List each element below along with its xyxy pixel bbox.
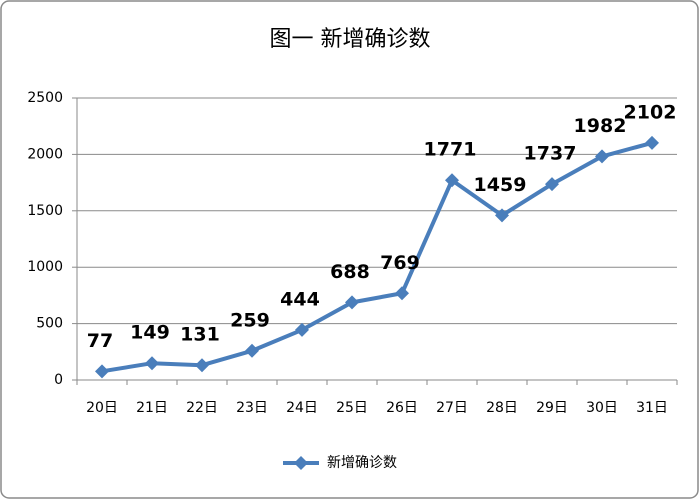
value-label: 2102 bbox=[624, 101, 677, 123]
value-label: 131 bbox=[180, 324, 220, 346]
x-tick-label: 28日 bbox=[486, 400, 518, 416]
x-tick-label: 22日 bbox=[186, 400, 218, 416]
x-tick-label: 24日 bbox=[286, 400, 318, 416]
x-tick-label: 27日 bbox=[436, 400, 468, 416]
x-tick-label: 30日 bbox=[586, 400, 618, 416]
point-marker bbox=[545, 177, 559, 192]
x-tick-label: 31日 bbox=[636, 400, 668, 416]
value-label: 1459 bbox=[474, 174, 527, 196]
y-tick-label: 1500 bbox=[27, 203, 63, 219]
x-tick-label: 26日 bbox=[386, 400, 418, 416]
value-label: 1737 bbox=[524, 143, 577, 165]
point-marker bbox=[145, 356, 159, 371]
point-marker bbox=[595, 149, 609, 164]
value-label: 688 bbox=[330, 261, 370, 283]
legend-marker bbox=[294, 456, 308, 470]
x-tick-label: 20日 bbox=[86, 400, 118, 416]
value-label: 769 bbox=[380, 252, 420, 274]
value-label: 444 bbox=[280, 288, 320, 310]
series-line bbox=[101, 140, 653, 374]
value-label: 149 bbox=[130, 322, 170, 344]
point-marker bbox=[445, 173, 459, 188]
point-marker bbox=[95, 364, 109, 379]
x-tick-label: 29日 bbox=[536, 400, 568, 416]
y-tick-label: 500 bbox=[36, 316, 63, 332]
point-marker bbox=[395, 286, 409, 301]
point-marker bbox=[295, 322, 309, 337]
y-tick-label: 2000 bbox=[27, 146, 63, 162]
x-tick-label: 21日 bbox=[136, 400, 168, 416]
legend-label: 新增确诊数 bbox=[327, 455, 397, 471]
point-marker bbox=[345, 295, 359, 310]
y-tick-label: 2500 bbox=[27, 90, 63, 106]
point-marker bbox=[495, 208, 509, 223]
value-label: 1982 bbox=[574, 115, 627, 137]
y-tick-label: 0 bbox=[54, 372, 63, 388]
y-tick-label: 1000 bbox=[27, 259, 63, 275]
chart-title: 图一 新增确诊数 bbox=[270, 27, 431, 52]
value-label: 77 bbox=[87, 330, 113, 352]
x-tick-label: 25日 bbox=[336, 400, 368, 416]
point-marker bbox=[645, 135, 659, 150]
x-tick-label: 23日 bbox=[236, 400, 268, 416]
value-label: 259 bbox=[230, 309, 270, 331]
point-marker bbox=[195, 358, 209, 373]
value-label: 1771 bbox=[424, 139, 477, 161]
point-marker bbox=[245, 343, 259, 358]
